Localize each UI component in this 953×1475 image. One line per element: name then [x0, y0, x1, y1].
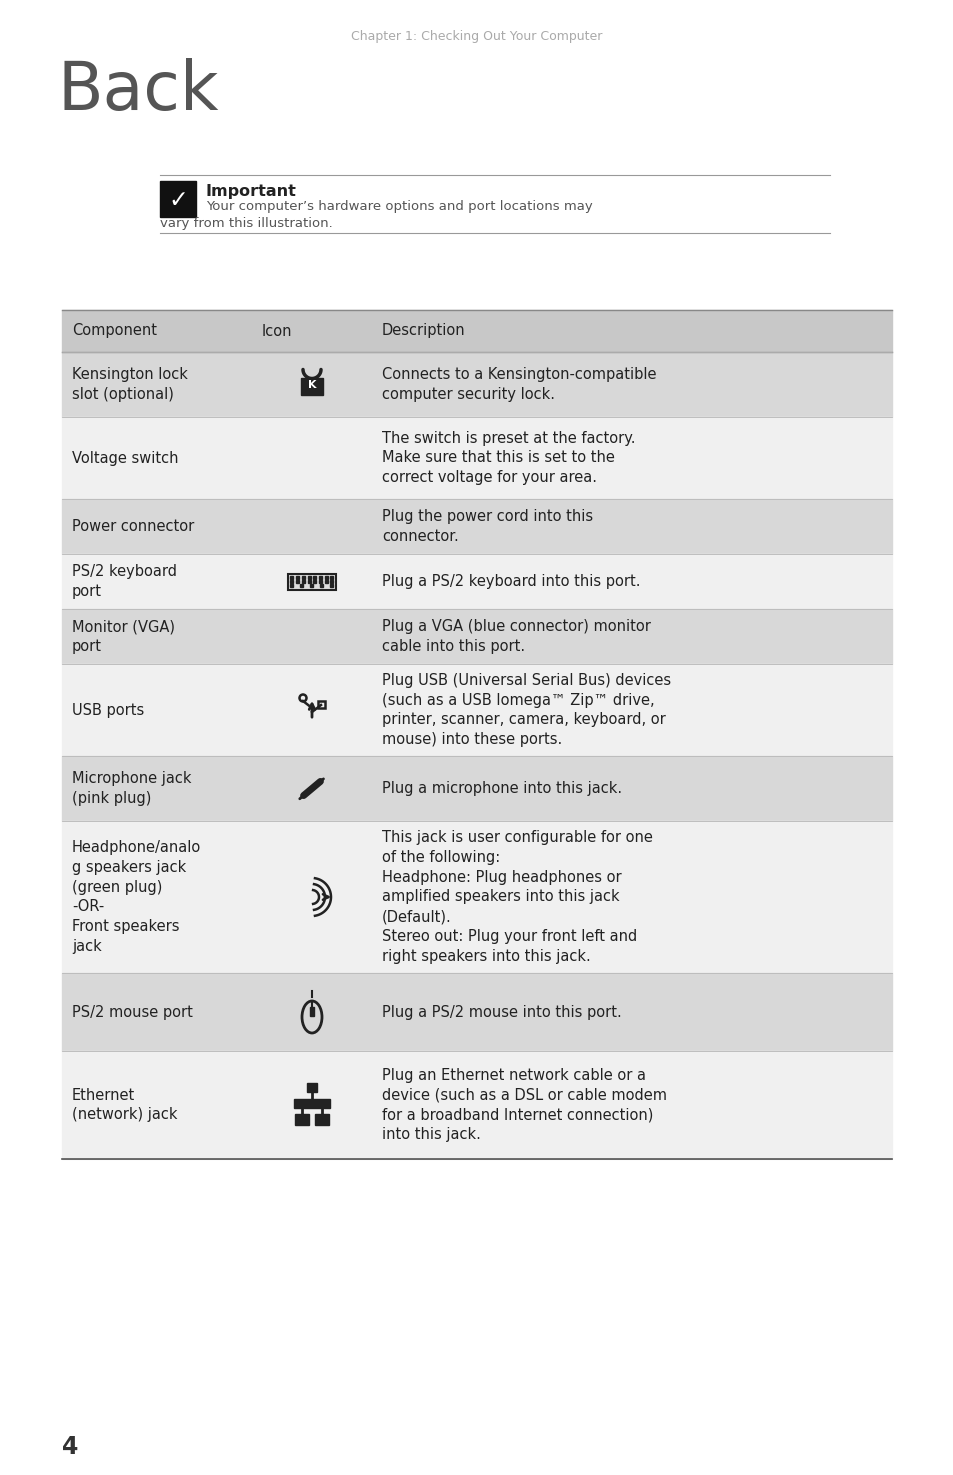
Bar: [62, 310, 891, 353]
Text: Ethernet
(network) jack: Ethernet (network) jack: [71, 1087, 177, 1122]
Bar: [318, 577, 322, 578]
Text: vary from this illustration.: vary from this illustration.: [160, 217, 333, 230]
Text: Voltage switch: Voltage switch: [71, 450, 178, 466]
Text: Your computer’s hardware options and port locations may: Your computer’s hardware options and por…: [206, 201, 592, 212]
Bar: [294, 1099, 330, 1108]
Bar: [62, 555, 891, 609]
Bar: [324, 580, 328, 583]
Text: USB ports: USB ports: [71, 702, 144, 717]
Bar: [62, 1052, 891, 1159]
Text: The switch is preset at the factory.
Make sure that this is set to the
correct v: The switch is preset at the factory. Mak…: [381, 431, 635, 485]
Bar: [160, 181, 195, 217]
Bar: [307, 1083, 316, 1092]
Text: Plug the power cord into this
connector.: Plug the power cord into this connector.: [381, 509, 593, 544]
Text: Headphone/analo
g speakers jack
(green plug)
-OR-
Front speakers
jack: Headphone/analo g speakers jack (green p…: [71, 839, 201, 954]
Text: PS/2 mouse port: PS/2 mouse port: [71, 1004, 193, 1019]
Bar: [62, 974, 891, 1052]
Text: Icon: Icon: [262, 323, 293, 338]
Bar: [301, 378, 323, 394]
Bar: [62, 417, 891, 499]
Text: ✓: ✓: [168, 187, 188, 212]
Text: 4: 4: [62, 1435, 78, 1459]
Text: Plug USB (Universal Serial Bus) devices
(such as a USB Iomega™ Zip™ drive,
print: Plug USB (Universal Serial Bus) devices …: [381, 673, 670, 748]
Bar: [320, 584, 323, 587]
Bar: [62, 757, 891, 822]
Text: K: K: [308, 381, 315, 391]
Text: Power connector: Power connector: [71, 519, 194, 534]
Bar: [330, 580, 334, 583]
Bar: [62, 609, 891, 664]
Bar: [291, 577, 294, 578]
Text: PS/2 keyboard
port: PS/2 keyboard port: [71, 563, 177, 599]
Bar: [291, 580, 294, 583]
Text: Plug a PS/2 keyboard into this port.: Plug a PS/2 keyboard into this port.: [381, 574, 639, 589]
Text: Component: Component: [71, 323, 157, 338]
Bar: [62, 499, 891, 555]
Text: This jack is user configurable for one
of the following:
Headphone: Plug headpho: This jack is user configurable for one o…: [381, 830, 652, 963]
Bar: [62, 822, 891, 974]
Bar: [330, 584, 334, 587]
Bar: [310, 584, 314, 587]
Bar: [307, 577, 311, 578]
Bar: [330, 577, 334, 578]
Bar: [295, 577, 299, 578]
Bar: [62, 353, 891, 417]
Bar: [318, 580, 322, 583]
Bar: [301, 577, 305, 578]
Bar: [288, 574, 335, 590]
Text: Plug an Ethernet network cable or a
device (such as a DSL or cable modem
for a b: Plug an Ethernet network cable or a devi…: [381, 1068, 666, 1142]
Text: Plug a microphone into this jack.: Plug a microphone into this jack.: [381, 780, 621, 797]
Text: Back: Back: [58, 58, 219, 124]
Text: Chapter 1: Checking Out Your Computer: Chapter 1: Checking Out Your Computer: [351, 30, 602, 43]
Bar: [317, 701, 325, 708]
Bar: [301, 580, 305, 583]
Text: Connects to a Kensington-compatible
computer security lock.: Connects to a Kensington-compatible comp…: [381, 367, 656, 401]
Text: Important: Important: [206, 184, 296, 199]
Text: Plug a VGA (blue connector) monitor
cable into this port.: Plug a VGA (blue connector) monitor cabl…: [381, 620, 650, 653]
Text: Monitor (VGA)
port: Monitor (VGA) port: [71, 620, 174, 653]
Text: Description: Description: [381, 323, 465, 338]
Text: Kensington lock
slot (optional): Kensington lock slot (optional): [71, 367, 188, 401]
Bar: [313, 580, 316, 583]
Bar: [294, 1114, 309, 1125]
Text: Plug a PS/2 mouse into this port.: Plug a PS/2 mouse into this port.: [381, 1004, 621, 1019]
Text: Microphone jack
(pink plug): Microphone jack (pink plug): [71, 771, 192, 805]
Bar: [300, 584, 303, 587]
Bar: [291, 584, 294, 587]
Bar: [295, 580, 299, 583]
Bar: [314, 1114, 329, 1125]
Bar: [310, 1007, 314, 1016]
Bar: [313, 577, 316, 578]
Bar: [324, 577, 328, 578]
Bar: [62, 664, 891, 757]
Bar: [307, 580, 311, 583]
